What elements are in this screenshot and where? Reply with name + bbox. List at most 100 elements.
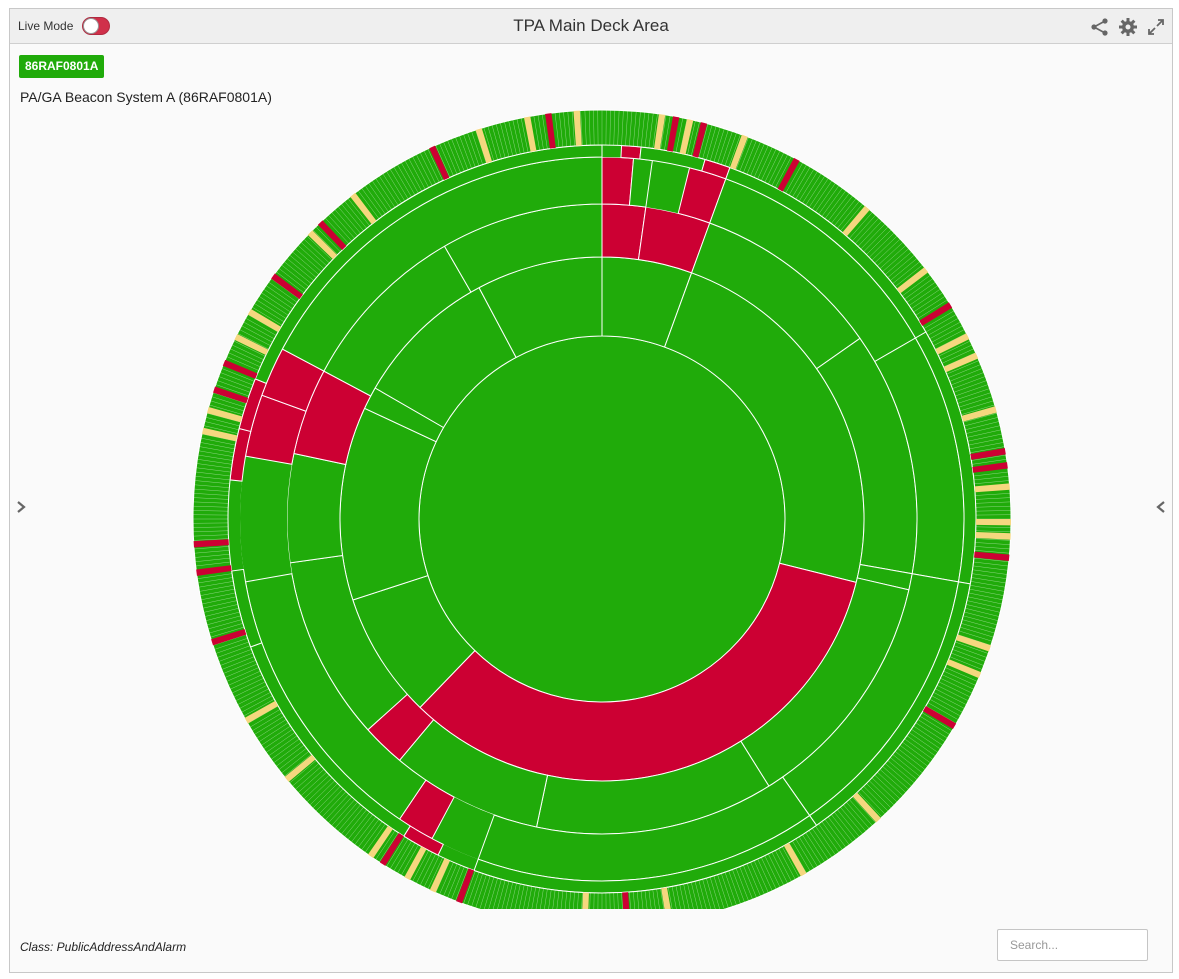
outer-status-mark-41[interactable] — [247, 308, 282, 332]
outer-status-mark-42[interactable] — [271, 273, 303, 300]
leaf-divider — [753, 860, 769, 893]
leaf-divider — [882, 248, 909, 272]
sunburst-segment-l5-0[interactable] — [620, 144, 642, 160]
outer-status-mark-29[interactable] — [379, 833, 404, 866]
outer-status-mark-19[interactable] — [946, 659, 982, 679]
leaf-divider — [788, 164, 807, 196]
outer-status-mark-43[interactable] — [307, 230, 338, 260]
leaf-divider — [652, 889, 656, 909]
outer-status-mark-16[interactable] — [975, 532, 1011, 540]
leaf-divider — [951, 652, 984, 666]
sunburst-segment-l4-0[interactable] — [601, 156, 635, 206]
leaf-divider — [882, 766, 909, 790]
outer-status-mark-18[interactable] — [955, 634, 991, 652]
outer-status-mark-24[interactable] — [622, 892, 630, 909]
leaf-divider — [952, 376, 986, 389]
leaf-divider — [625, 110, 628, 146]
outer-status-mark-50[interactable] — [573, 110, 582, 146]
leaf-divider — [933, 329, 965, 346]
outer-status-mark-30[interactable] — [367, 825, 393, 859]
outer-status-mark-45[interactable] — [350, 192, 377, 225]
outer-status-mark-2[interactable] — [679, 118, 694, 155]
leaf-divider — [846, 802, 870, 829]
leaf-divider — [204, 608, 239, 617]
outer-status-mark-23[interactable] — [661, 887, 673, 909]
outer-status-mark-32[interactable] — [244, 700, 279, 724]
live-mode-toggle[interactable] — [82, 17, 110, 35]
sunburst-segment-l3-10[interactable] — [286, 452, 347, 564]
outer-status-mark-9[interactable] — [935, 333, 970, 355]
leaf-divider — [278, 748, 307, 770]
leaf-divider — [404, 160, 422, 192]
leaf-divider — [233, 681, 266, 698]
outer-status-mark-3[interactable] — [692, 122, 708, 158]
share-icon[interactable] — [1090, 17, 1110, 37]
outer-status-mark-1[interactable] — [666, 116, 680, 152]
leaf-divider — [946, 360, 980, 375]
leaf-divider — [971, 459, 1007, 465]
leaf-divider — [805, 175, 825, 206]
leaf-divider — [917, 719, 948, 739]
outer-status-mark-40[interactable] — [234, 333, 269, 356]
outer-status-mark-44[interactable] — [317, 220, 347, 250]
gear-icon[interactable] — [1118, 17, 1138, 37]
outer-status-mark-13[interactable] — [972, 462, 1008, 473]
sunburst-segment-l1-0[interactable] — [418, 335, 786, 703]
outer-status-mark-11[interactable] — [961, 406, 997, 422]
outer-status-mark-20[interactable] — [922, 706, 957, 730]
outer-status-mark-38[interactable] — [213, 386, 249, 404]
outer-status-mark-25[interactable] — [581, 892, 589, 909]
outer-status-mark-34[interactable] — [196, 565, 232, 576]
selected-asset-name: PA/GA Beacon System A (86RAF0801A) — [20, 89, 272, 105]
outer-status-mark-49[interactable] — [545, 113, 556, 149]
leaf-divider — [581, 892, 583, 909]
leaf-divider — [303, 774, 330, 800]
outer-status-mark-6[interactable] — [842, 205, 870, 237]
outer-status-mark-48[interactable] — [523, 116, 537, 152]
outer-status-mark-7[interactable] — [896, 267, 929, 294]
outer-status-mark-35[interactable] — [193, 539, 229, 548]
outer-status-mark-36[interactable] — [201, 427, 238, 442]
outer-status-mark-33[interactable] — [211, 628, 247, 646]
leaf-divider — [389, 169, 409, 200]
outer-status-mark-17[interactable] — [974, 551, 1010, 562]
leaf-divider — [909, 285, 938, 306]
leaf-divider — [795, 169, 815, 200]
outer-status-mark-39[interactable] — [222, 359, 258, 379]
outer-status-mark-46[interactable] — [429, 145, 450, 181]
search-input[interactable] — [997, 929, 1148, 961]
leaf-divider — [217, 380, 251, 393]
outer-status-mark-22[interactable] — [783, 842, 807, 877]
leaf-divider — [963, 412, 998, 423]
leaf-divider — [936, 685, 969, 702]
outer-status-mark-4[interactable] — [729, 134, 748, 170]
leaf-divider — [203, 604, 238, 613]
outer-status-mark-15[interactable] — [975, 519, 1011, 526]
expand-left-panel-icon[interactable] — [14, 497, 28, 517]
outer-status-mark-31[interactable] — [284, 754, 316, 782]
leaf-divider — [972, 569, 1008, 575]
leaf-divider — [412, 850, 429, 882]
outer-status-mark-5[interactable] — [777, 157, 800, 192]
toggle-knob — [83, 18, 99, 34]
leaf-divider — [953, 380, 987, 393]
leaf-divider — [397, 842, 416, 874]
sunburst-chart[interactable] — [10, 9, 1172, 909]
leaf-divider — [929, 321, 961, 339]
outer-status-mark-14[interactable] — [974, 483, 1010, 493]
outer-status-mark-10[interactable] — [943, 352, 979, 373]
outer-status-mark-21[interactable] — [852, 792, 881, 823]
outer-status-mark-0[interactable] — [654, 113, 666, 150]
leaf-divider — [386, 836, 406, 867]
sunburst-rings — [192, 109, 1012, 909]
outer-status-mark-12[interactable] — [970, 447, 1006, 460]
expand-right-panel-icon[interactable] — [1154, 497, 1168, 517]
expand-icon[interactable] — [1146, 17, 1166, 37]
leaf-divider — [195, 471, 231, 477]
outer-status-mark-26[interactable] — [456, 868, 475, 904]
outer-status-mark-8[interactable] — [919, 302, 953, 326]
outer-status-mark-28[interactable] — [404, 846, 427, 881]
outer-status-mark-37[interactable] — [206, 406, 243, 423]
outer-status-mark-47[interactable] — [475, 128, 493, 164]
outer-status-mark-27[interactable] — [429, 858, 450, 893]
